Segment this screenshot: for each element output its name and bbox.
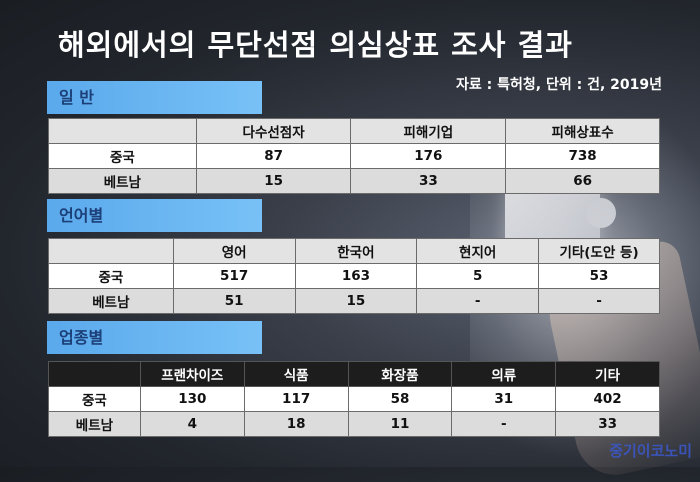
table-industry: 프랜차이즈 식품 화장품 의류 기타 중국 130 117 58 31 402 … (48, 361, 660, 437)
table-row: 중국 87 176 738 (48, 143, 660, 169)
table-cell: - (416, 288, 540, 314)
table-cell: 53 (538, 263, 660, 289)
header-cell: 화장품 (347, 361, 453, 387)
table-cell: 117 (243, 386, 349, 412)
table-cell: 5 (416, 263, 540, 289)
table-cell: - (451, 411, 557, 437)
section-label-language: 언어별 (47, 199, 262, 232)
table-cell: - (538, 288, 660, 314)
header-cell: 피해기업 (350, 118, 507, 144)
header-cell (48, 361, 141, 387)
table-row: 베트남 15 33 66 (48, 168, 660, 194)
header-cell (48, 118, 197, 144)
table-cell: 15 (294, 288, 418, 314)
header-cell: 피해상표수 (505, 118, 660, 144)
section-label-industry: 업종별 (47, 321, 262, 354)
row-label: 베트남 (48, 411, 141, 437)
row-label: 중국 (48, 386, 141, 412)
table-cell: 58 (347, 386, 453, 412)
table-cell: 87 (195, 143, 352, 169)
table-row: 베트남 51 15 - - (48, 288, 660, 314)
row-label: 중국 (48, 263, 174, 289)
header-cell: 기타(도안 등) (538, 238, 660, 264)
header-cell: 의류 (451, 361, 557, 387)
table-row: 중국 130 117 58 31 402 (48, 386, 660, 412)
table-language: 영어 한국어 현지어 기타(도안 등) 중국 517 163 5 53 베트남 … (48, 238, 660, 314)
table-cell: 163 (294, 263, 418, 289)
row-label: 베트남 (48, 168, 197, 194)
table-cell: 130 (139, 386, 245, 412)
table-header-row: 다수선점자 피해기업 피해상표수 (48, 118, 660, 144)
table-row: 중국 517 163 5 53 (48, 263, 660, 289)
table-cell: 11 (347, 411, 453, 437)
header-cell: 프랜차이즈 (139, 361, 245, 387)
table-cell: 31 (451, 386, 557, 412)
page-title: 해외에서의 무단선점 의심상표 조사 결과 (58, 28, 573, 62)
section-label-general: 일 반 (47, 81, 262, 114)
table-cell: 66 (505, 168, 660, 194)
table-cell: 15 (195, 168, 352, 194)
table-header-row: 영어 한국어 현지어 기타(도안 등) (48, 238, 660, 264)
table-cell: 33 (555, 411, 660, 437)
table-cell: 738 (505, 143, 660, 169)
table-general: 다수선점자 피해기업 피해상표수 중국 87 176 738 베트남 15 33… (48, 118, 660, 194)
source-note: 자료 : 특허청, 단위 : 건, 2019년 (456, 77, 662, 93)
header-cell: 한국어 (294, 238, 418, 264)
header-cell: 현지어 (416, 238, 540, 264)
watermark-logo: 중기이코노미 (609, 442, 692, 460)
table-header-row: 프랜차이즈 식품 화장품 의류 기타 (48, 361, 660, 387)
table-cell: 4 (139, 411, 245, 437)
table-cell: 18 (243, 411, 349, 437)
table-row: 베트남 4 18 11 - 33 (48, 411, 660, 437)
header-cell (48, 238, 174, 264)
table-cell: 402 (555, 386, 660, 412)
header-cell: 식품 (243, 361, 349, 387)
header-cell: 영어 (172, 238, 296, 264)
row-label: 중국 (48, 143, 197, 169)
table-cell: 51 (172, 288, 296, 314)
row-label: 베트남 (48, 288, 174, 314)
table-cell: 176 (350, 143, 507, 169)
table-cell: 517 (172, 263, 296, 289)
header-cell: 다수선점자 (195, 118, 352, 144)
table-cell: 33 (350, 168, 507, 194)
header-cell: 기타 (555, 361, 660, 387)
